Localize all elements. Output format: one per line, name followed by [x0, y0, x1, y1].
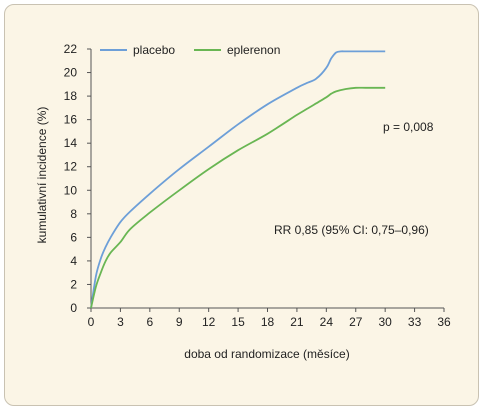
x-axis: 0 3 6 9 12 15 18 21 24 27 30 33 36 — [88, 307, 451, 329]
x-axis-title: doba od randomizace (měsíce) — [184, 347, 349, 361]
rr-annotation: RR 0,85 (95% CI: 0,75–0,96) — [274, 223, 429, 237]
y-axis: 0 2 4 6 8 10 12 14 16 18 20 22 — [64, 42, 92, 315]
x-tick-label: 12 — [202, 315, 216, 329]
p-value-annotation: p = 0,008 — [383, 120, 434, 134]
y-tick-label: 6 — [70, 230, 77, 244]
x-tick-label: 36 — [437, 315, 451, 329]
series-line-eplerenon — [90, 86, 386, 309]
y-tick-label: 8 — [70, 207, 77, 221]
x-tick-label: 6 — [146, 315, 153, 329]
x-tick-label: 18 — [261, 315, 275, 329]
x-tick-label: 21 — [290, 315, 304, 329]
legend-label-placebo: placebo — [133, 43, 175, 57]
y-tick-label: 18 — [64, 89, 78, 103]
y-ticks: 0 2 4 6 8 10 12 14 16 18 20 22 — [64, 42, 91, 315]
y-tick-label: 14 — [64, 136, 78, 150]
y-axis-title: kumulativní incidence (%) — [35, 107, 49, 244]
x-tick-label: 24 — [320, 315, 334, 329]
legend: placebo eplerenon — [100, 43, 280, 57]
x-tick-label: 33 — [408, 315, 422, 329]
legend-label-eplerenon: eplerenon — [227, 43, 280, 57]
y-tick-label: 22 — [64, 42, 78, 56]
x-tick-label: 9 — [176, 315, 183, 329]
series-lines — [90, 50, 386, 309]
series-line-placebo — [90, 50, 386, 309]
x-tick-label: 15 — [231, 315, 245, 329]
y-tick-label: 10 — [64, 183, 78, 197]
chart-panel — [4, 4, 479, 406]
x-tick-label: 30 — [378, 315, 392, 329]
y-tick-label: 20 — [64, 66, 78, 80]
x-ticks: 0 3 6 9 12 15 18 21 24 27 30 33 36 — [88, 308, 451, 329]
x-tick-label: 0 — [88, 315, 95, 329]
y-tick-label: 16 — [64, 113, 78, 127]
y-tick-label: 2 — [70, 277, 77, 291]
x-tick-label: 3 — [117, 315, 124, 329]
y-tick-label: 12 — [64, 160, 78, 174]
x-tick-label: 27 — [349, 315, 363, 329]
y-tick-label: 4 — [70, 254, 77, 268]
y-tick-label: 0 — [70, 301, 77, 315]
